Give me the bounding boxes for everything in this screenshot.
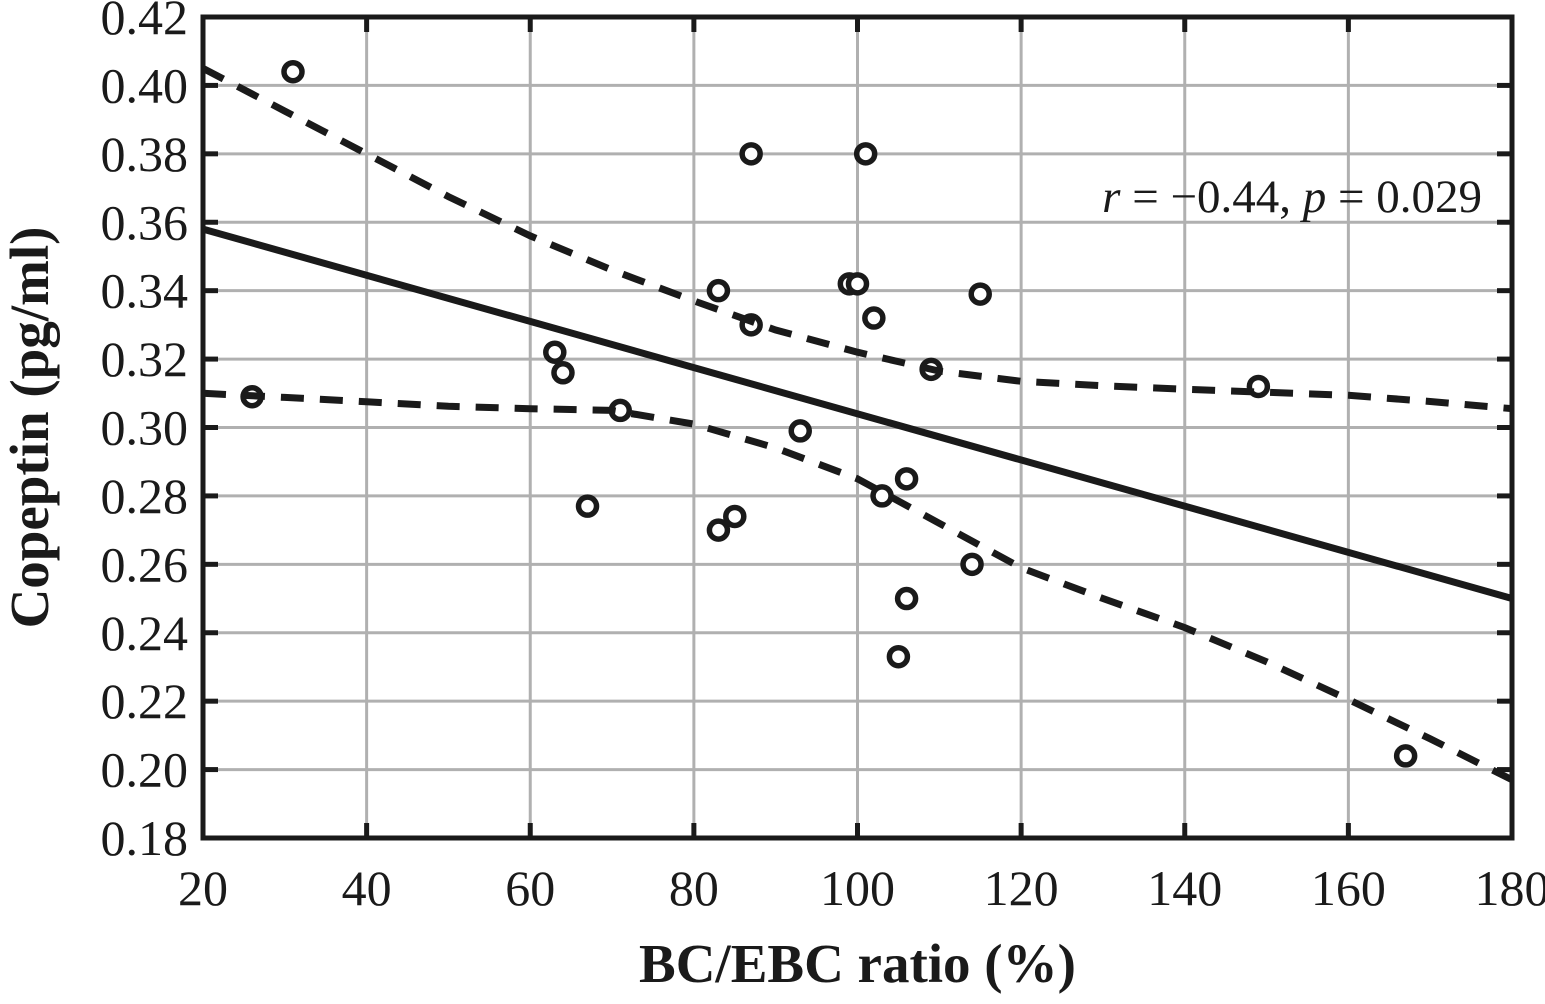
ci-lower-line: [203, 389, 1512, 783]
ci-upper-line: [203, 65, 1512, 413]
y-tick-label: 0.22: [101, 673, 189, 729]
data-point: [739, 142, 763, 166]
x-tick-label: 60: [505, 860, 555, 916]
y-tick-label: 0.28: [101, 468, 189, 524]
x-tick-labels: 20 40 60 80 100 120 140 160 180: [178, 860, 1545, 916]
y-tick-label: 0.42: [101, 0, 189, 45]
data-point: [1393, 744, 1418, 768]
y-tick-label: 0.26: [101, 536, 189, 592]
data-points: [240, 59, 1418, 768]
data-point: [706, 518, 731, 542]
y-tick-label: 0.18: [101, 810, 189, 866]
y-tick-label: 0.40: [101, 57, 189, 113]
fit-lines: [203, 65, 1512, 783]
y-tick-label: 0.32: [101, 331, 189, 387]
data-point: [543, 340, 567, 364]
y-tick-label: 0.36: [101, 194, 189, 250]
y-tick-label: 0.34: [101, 263, 189, 319]
y-tick-label: 0.38: [101, 126, 189, 182]
data-point: [894, 467, 919, 491]
x-tick-label: 100: [820, 860, 895, 916]
x-tick-label: 180: [1475, 860, 1545, 916]
regression-line: [203, 225, 1512, 602]
data-point: [862, 306, 886, 330]
y-tick-labels: 0.18 0.20 0.22 0.24 0.26 0.28 0.30 0.32 0.34 0.36…: [101, 0, 189, 866]
x-axis-title: BC/EBC ratio (%): [639, 933, 1076, 994]
y-tick-label: 0.24: [101, 605, 189, 661]
data-point: [886, 644, 911, 669]
y-axis-title: Copeptin (pg/ml): [0, 227, 60, 629]
x-tick-label: 40: [342, 860, 392, 916]
data-point: [845, 272, 870, 296]
data-point: [968, 282, 992, 306]
x-tick-label: 140: [1147, 860, 1222, 916]
data-point: [281, 59, 305, 84]
y-tick-label: 0.30: [101, 400, 189, 456]
data-point: [894, 586, 919, 611]
data-point: [723, 504, 747, 529]
x-tick-label: 80: [669, 860, 719, 916]
data-point: [870, 484, 894, 508]
data-point: [853, 142, 878, 166]
x-tick-label: 20: [178, 860, 228, 916]
data-point: [788, 419, 812, 443]
data-point: [575, 494, 600, 518]
data-point: [706, 278, 731, 303]
data-point: [960, 552, 984, 577]
correlation-annotation: r = −0.44, p = 0.029: [1102, 171, 1482, 223]
y-tick-label: 0.20: [101, 742, 189, 798]
x-tick-label: 120: [984, 860, 1059, 916]
x-tick-label: 160: [1311, 860, 1386, 916]
tick-marks: [200, 14, 1515, 841]
data-point: [551, 361, 575, 385]
